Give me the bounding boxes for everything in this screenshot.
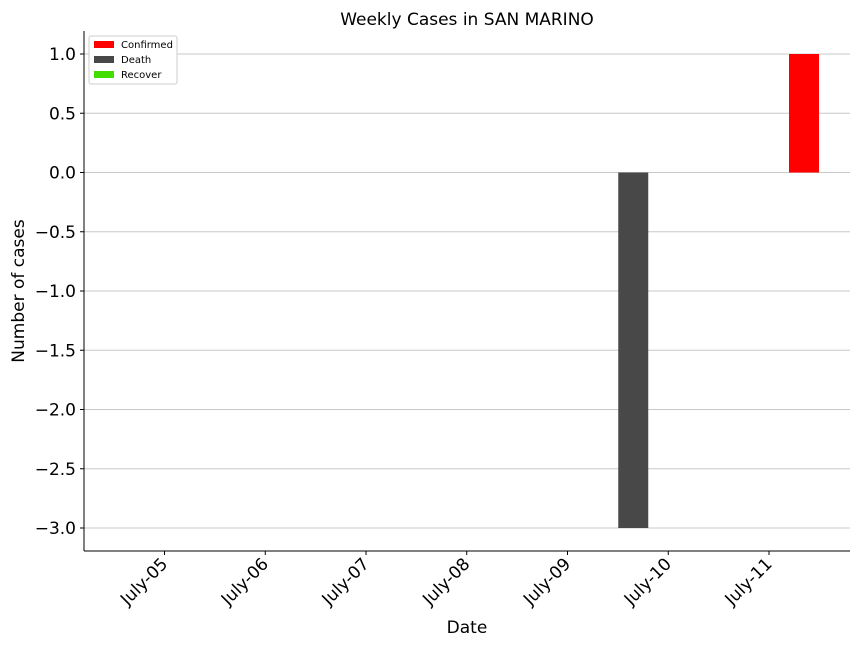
x-tick-label: July-06 — [217, 554, 273, 610]
x-tick-label: July-07 — [318, 554, 374, 610]
y-tick-label: 0.5 — [49, 104, 76, 124]
y-tick-label: −2.5 — [35, 460, 76, 480]
y-ticks: 1.0 0.5 0.0 −0.5 −1.0 −1.5 −2.0 −2.5 −3.0 — [35, 45, 84, 539]
y-tick-label: 1.0 — [49, 45, 76, 65]
legend-label-death: Death — [121, 55, 151, 66]
legend-swatch-death — [94, 56, 114, 63]
legend-swatch-confirmed — [94, 41, 114, 48]
bar-confirmed — [789, 54, 819, 173]
x-tick-label: July-05 — [116, 554, 172, 610]
y-axis-label: Number of cases — [9, 219, 29, 363]
y-tick-label: −1.0 — [35, 282, 76, 302]
bars — [618, 54, 819, 528]
chart-title: Weekly Cases in SAN MARINO — [340, 10, 594, 30]
x-ticks: July-05 July-06 July-07 July-08 July-09 July-… — [116, 551, 777, 610]
legend-label-recover: Recover — [121, 70, 162, 81]
legend: Confirmed Death Recover — [88, 35, 178, 85]
y-tick-label: −1.5 — [35, 341, 76, 361]
y-tick-label: −3.0 — [35, 519, 76, 539]
grid-lines — [84, 53, 850, 529]
x-tick-label: July-11 — [721, 554, 777, 610]
legend-swatch-recover — [94, 71, 114, 78]
y-tick-label: −2.0 — [35, 401, 76, 421]
x-tick-label: July-10 — [620, 554, 676, 610]
x-tick-label: July-08 — [418, 554, 474, 610]
legend-label-confirmed: Confirmed — [121, 40, 173, 51]
x-axis-label: Date — [447, 618, 488, 638]
x-tick-label: July-09 — [519, 554, 575, 610]
bar-death — [618, 172, 649, 528]
y-tick-label: −0.5 — [35, 223, 76, 243]
y-tick-label: 0.0 — [49, 164, 76, 184]
